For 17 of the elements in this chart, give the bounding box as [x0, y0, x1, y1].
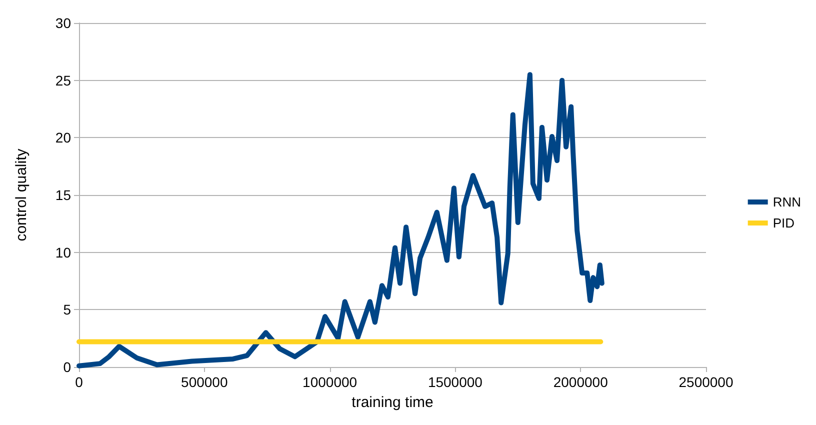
x-tick-label: 2000000 — [553, 374, 608, 390]
y-tick-label: 10 — [55, 244, 72, 260]
y-tick-label: 0 — [63, 359, 72, 375]
y-tick-label: 25 — [55, 72, 72, 88]
legend-label: RNN — [772, 194, 802, 210]
y-tick-label: 30 — [55, 15, 72, 31]
x-tick-label: 0 — [75, 374, 84, 390]
x-tick-label: 1500000 — [428, 374, 483, 390]
y-tick-label: 5 — [63, 302, 72, 318]
y-tick-label: 20 — [55, 130, 72, 146]
x-tick-label: 1000000 — [302, 374, 358, 390]
y-tick-label: 15 — [55, 187, 72, 203]
x-tick-label: 500000 — [181, 374, 228, 390]
x-axis-title: training time — [352, 394, 434, 411]
x-tick-label: 2500000 — [678, 374, 734, 390]
y-axis-title: control quality — [13, 148, 30, 242]
legend-label: PID — [772, 216, 795, 230]
